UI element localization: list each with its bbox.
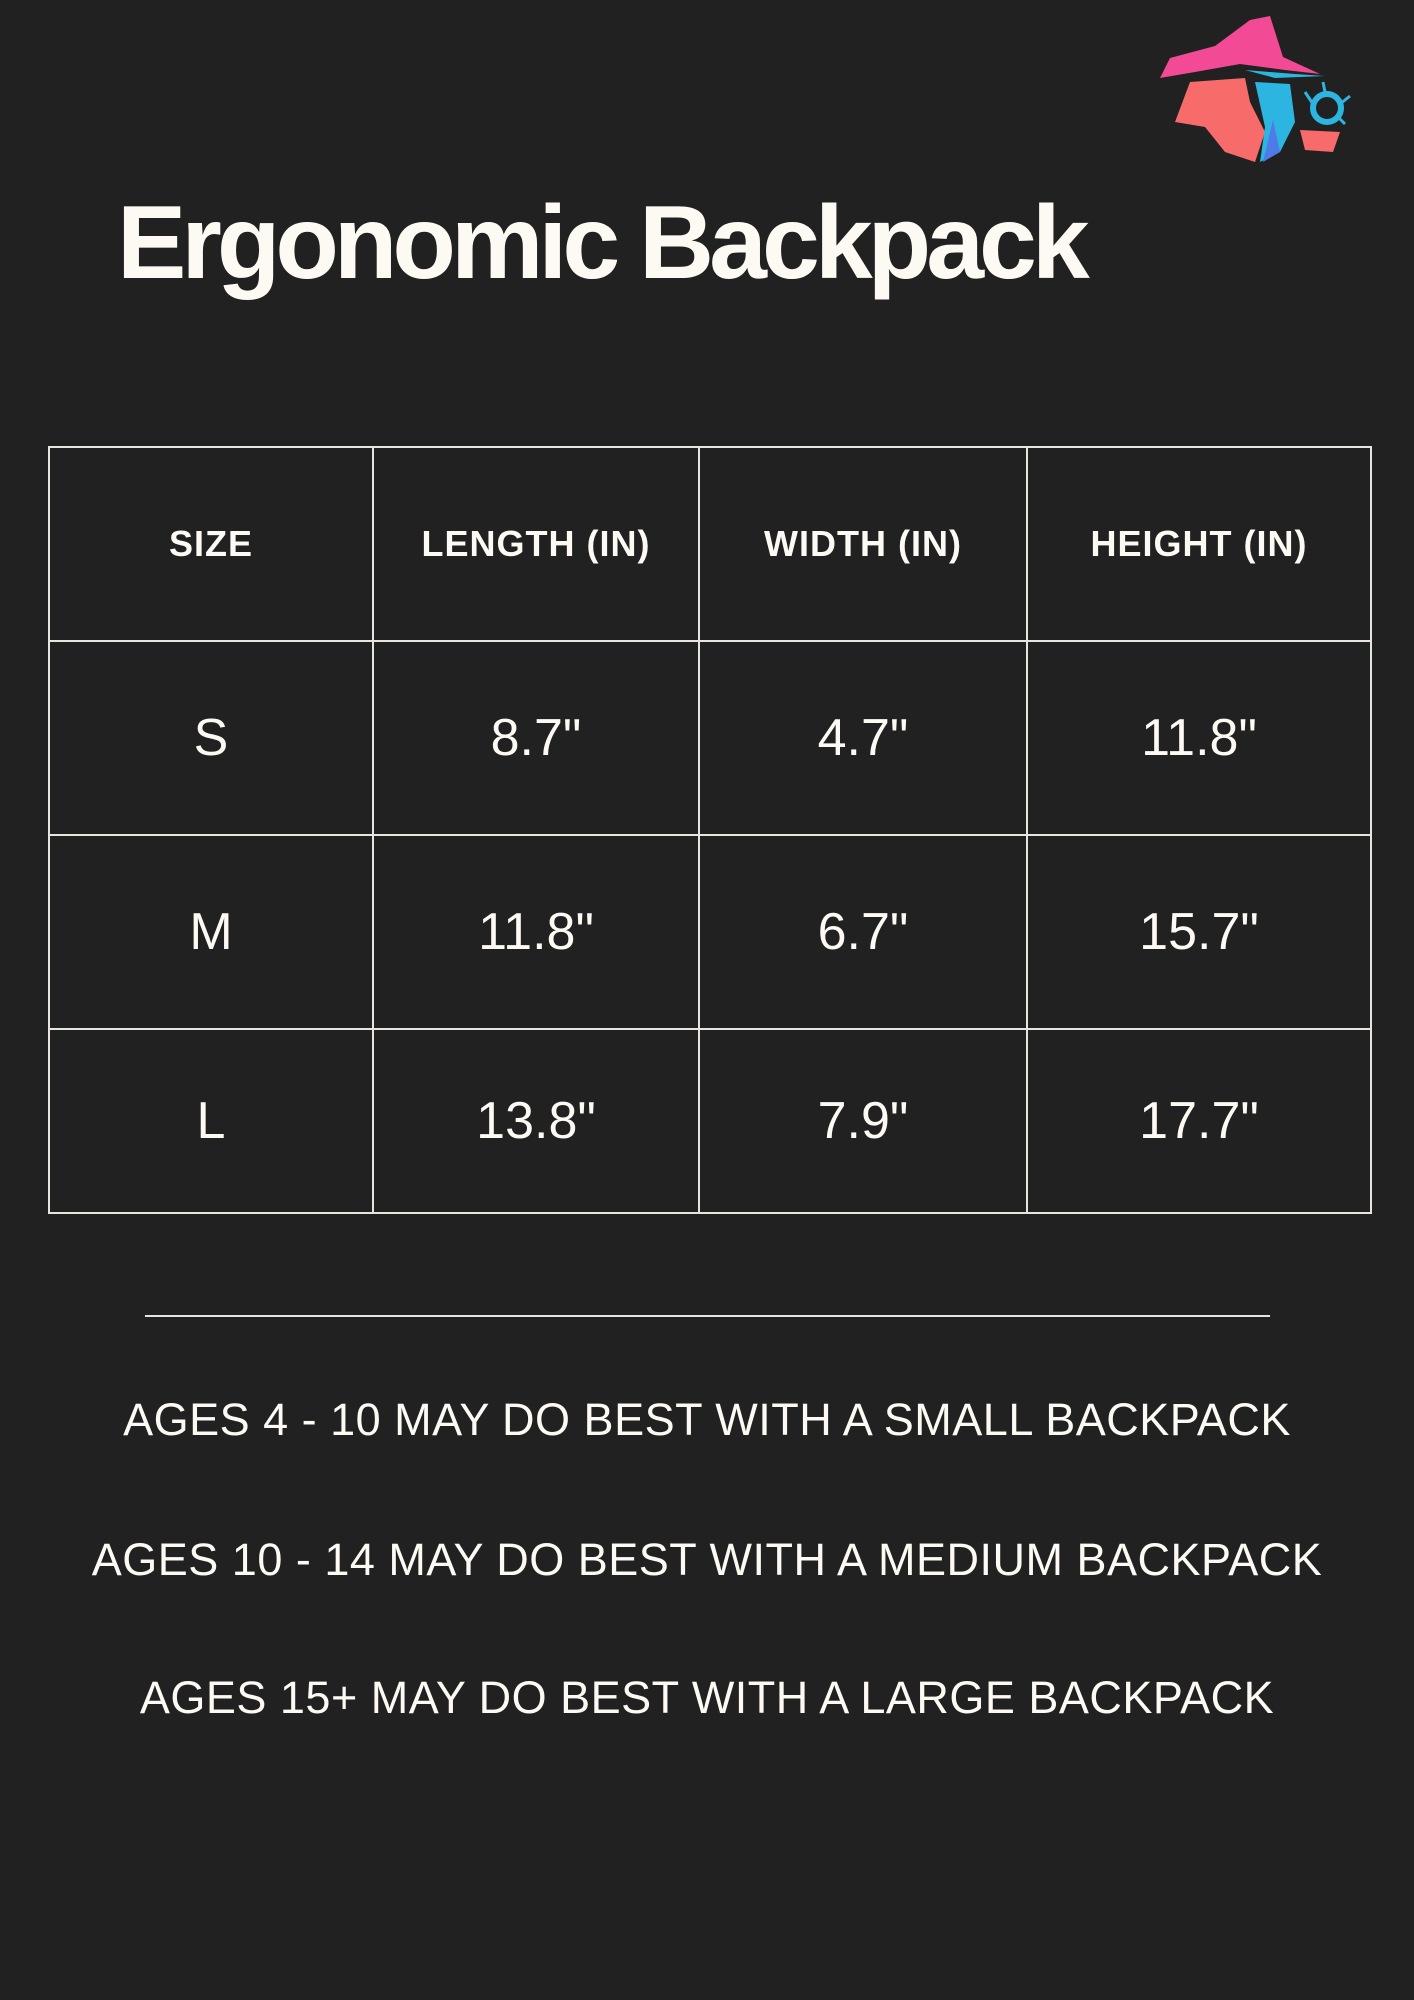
header-length: LENGTH (IN)	[372, 446, 700, 642]
age-note-small: AGES 4 - 10 MAY DO BEST WITH A SMALL BAC…	[123, 1394, 1291, 1445]
age-note-medium: AGES 10 - 14 MAY DO BEST WITH A MEDIUM B…	[91, 1534, 1323, 1585]
age-note-large: AGES 15+ MAY DO BEST WITH A LARGE BACKPA…	[139, 1672, 1275, 1723]
length-cell: 8.7"	[372, 640, 700, 836]
width-cell: 7.9"	[698, 1028, 1028, 1214]
height-cell: 11.8"	[1026, 640, 1372, 836]
size-cell: M	[48, 834, 374, 1030]
size-cell: S	[48, 640, 374, 836]
divider	[145, 1315, 1270, 1317]
header-width: WIDTH (IN)	[698, 446, 1028, 642]
header-height: HEIGHT (IN)	[1026, 446, 1372, 642]
size-chart-table: SIZE LENGTH (IN) WIDTH (IN) HEIGHT (IN) …	[48, 446, 1372, 1214]
page-title: Ergonomic Backpack	[117, 185, 1090, 301]
height-cell: 15.7"	[1026, 834, 1372, 1030]
table-row: M 11.8" 6.7" 15.7"	[48, 834, 1372, 1030]
table-header-row: SIZE LENGTH (IN) WIDTH (IN) HEIGHT (IN)	[48, 446, 1372, 642]
length-cell: 11.8"	[372, 834, 700, 1030]
width-cell: 6.7"	[698, 834, 1028, 1030]
table-row: S 8.7" 4.7" 11.8"	[48, 640, 1372, 836]
wizard-logo-icon	[1160, 16, 1351, 162]
header-size: SIZE	[48, 446, 374, 642]
length-cell: 13.8"	[372, 1028, 700, 1214]
table-row: L 13.8" 7.9" 17.7"	[48, 1028, 1372, 1214]
height-cell: 17.7"	[1026, 1028, 1372, 1214]
size-cell: L	[48, 1028, 374, 1214]
width-cell: 4.7"	[698, 640, 1028, 836]
